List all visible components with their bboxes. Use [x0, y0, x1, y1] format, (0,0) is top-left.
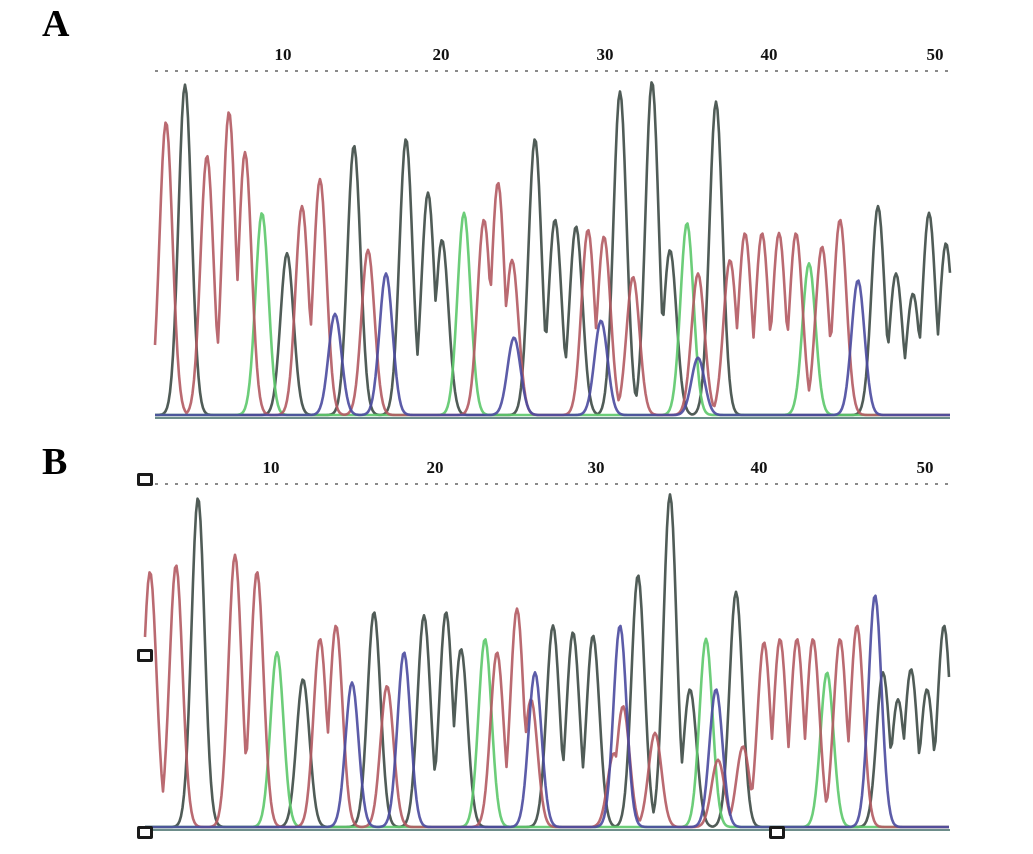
x-tick-label: 40 — [750, 458, 768, 477]
square-marker-icon — [137, 473, 153, 486]
x-tick-label: 10 — [274, 45, 292, 64]
square-marker-icon — [137, 649, 153, 662]
trace-g — [155, 81, 952, 417]
x-tick-label: 50 — [916, 458, 934, 477]
x-tick-label: 20 — [426, 458, 444, 477]
square-marker-icon — [769, 826, 785, 839]
trace-a — [145, 637, 949, 829]
trace-c — [145, 594, 949, 829]
x-tick-label: 30 — [596, 45, 614, 64]
panel-label-a: A — [42, 3, 70, 45]
x-tick-label: 10 — [262, 458, 280, 477]
x-tick-label: 50 — [926, 45, 944, 64]
x-tick-label: 30 — [587, 458, 605, 477]
x-tick-label: 40 — [760, 45, 778, 64]
panel-label-b: B — [42, 441, 68, 483]
x-tick-label: 20 — [432, 45, 450, 64]
trace-c — [155, 272, 950, 417]
square-marker-icon — [137, 826, 153, 839]
